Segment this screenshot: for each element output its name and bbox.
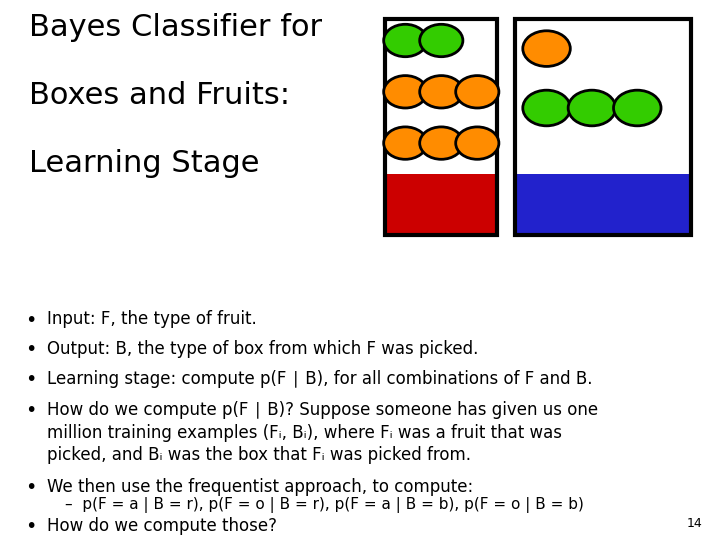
Circle shape [523, 90, 570, 126]
Text: Boxes and Fruits:: Boxes and Fruits: [29, 81, 289, 110]
Text: Learning stage: compute p(F ∣ B), for all combinations of F and B.: Learning stage: compute p(F ∣ B), for al… [47, 370, 593, 388]
Circle shape [456, 76, 499, 108]
Circle shape [384, 76, 427, 108]
Text: –  p(F = a | B = r), p(F = o | B = r), p(F = a | B = b), p(F = o | B = b): – p(F = a | B = r), p(F = o | B = r), p(… [65, 497, 584, 513]
Circle shape [384, 24, 427, 57]
Text: •: • [25, 517, 37, 536]
Text: We then use the frequentist approach, to compute:: We then use the frequentist approach, to… [47, 478, 473, 496]
Circle shape [613, 90, 661, 126]
Text: •: • [25, 340, 37, 359]
Text: Output: B, the type of box from which F was picked.: Output: B, the type of box from which F … [47, 340, 478, 358]
FancyBboxPatch shape [385, 174, 497, 235]
Circle shape [420, 76, 463, 108]
Circle shape [523, 31, 570, 66]
FancyBboxPatch shape [385, 19, 497, 174]
Circle shape [420, 127, 463, 159]
Text: Learning Stage: Learning Stage [29, 148, 259, 178]
Circle shape [568, 90, 616, 126]
FancyBboxPatch shape [515, 174, 691, 235]
Text: How do we compute p(F ∣ B)? Suppose someone has given us one
million training ex: How do we compute p(F ∣ B)? Suppose some… [47, 401, 598, 464]
Text: •: • [25, 370, 37, 389]
Text: Input: F, the type of fruit.: Input: F, the type of fruit. [47, 310, 256, 328]
Circle shape [384, 127, 427, 159]
Text: •: • [25, 401, 37, 420]
Text: 14: 14 [686, 517, 702, 530]
FancyBboxPatch shape [515, 19, 691, 174]
Text: How do we compute those?: How do we compute those? [47, 517, 276, 535]
Text: •: • [25, 478, 37, 497]
Text: •: • [25, 310, 37, 329]
Text: Bayes Classifier for: Bayes Classifier for [29, 14, 322, 43]
Circle shape [420, 24, 463, 57]
Circle shape [456, 127, 499, 159]
